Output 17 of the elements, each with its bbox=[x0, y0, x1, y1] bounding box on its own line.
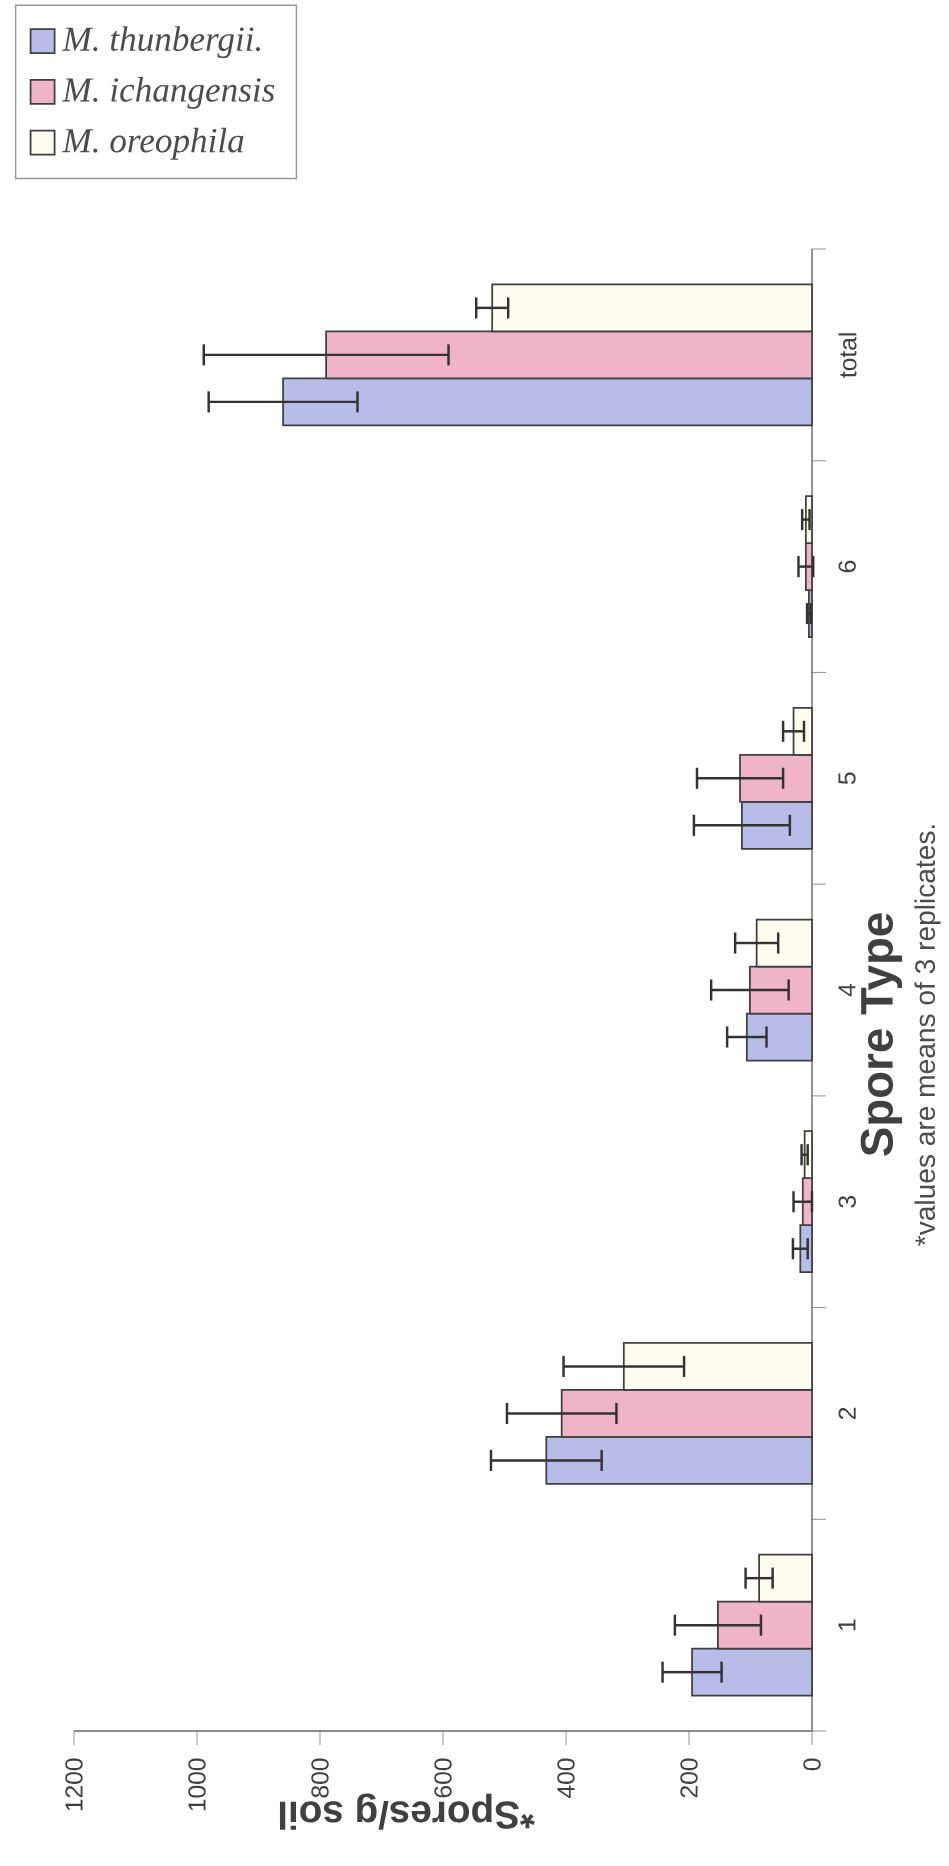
y-tick-label: total bbox=[838, 333, 857, 378]
y-tick-label: 3 bbox=[838, 1196, 856, 1208]
y-tick-label: 6 bbox=[838, 560, 856, 573]
legend-label: M. thunbergii. bbox=[62, 26, 261, 59]
x-tick-label: 0 bbox=[803, 1758, 821, 1771]
y-tick-label: 5 bbox=[838, 772, 856, 785]
legend-label: M. ichangensis bbox=[62, 77, 275, 109]
y-tick-label: 1 bbox=[838, 1619, 856, 1631]
x-tick-label: 1200 bbox=[65, 1758, 83, 1811]
legend-label: M. oreophila bbox=[62, 127, 244, 160]
x-tick-label: 1000 bbox=[188, 1758, 206, 1811]
y-tick-label: 4 bbox=[838, 983, 856, 997]
y-tick-label: 2 bbox=[838, 1407, 856, 1420]
text: *values are means of 3 replicates. bbox=[914, 825, 941, 1246]
y-axis-title: Spore Type bbox=[860, 913, 903, 1156]
x-tick-label: 400 bbox=[557, 1758, 575, 1798]
x-tick-label: 200 bbox=[680, 1758, 698, 1798]
